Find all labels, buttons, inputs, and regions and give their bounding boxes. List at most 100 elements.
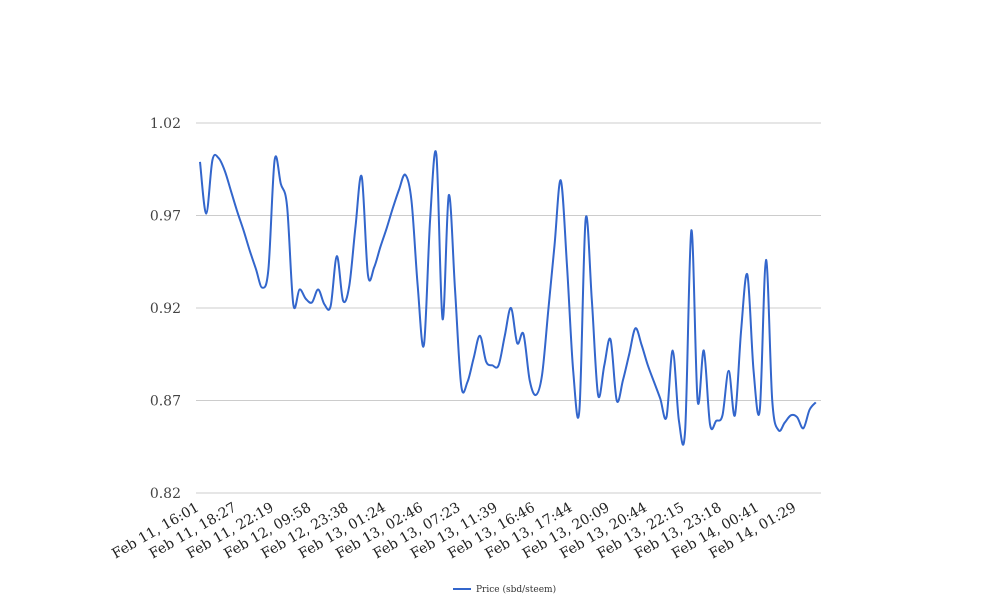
data-point[interactable] xyxy=(744,272,750,278)
data-point[interactable] xyxy=(334,253,340,259)
data-point[interactable] xyxy=(595,392,601,398)
data-point[interactable] xyxy=(620,377,626,383)
data-point[interactable] xyxy=(197,159,203,165)
data-point[interactable] xyxy=(359,174,365,180)
data-point[interactable] xyxy=(583,216,589,222)
data-point[interactable] xyxy=(247,248,253,254)
data-point[interactable] xyxy=(315,287,321,293)
data-point[interactable] xyxy=(726,368,732,374)
data-point[interactable] xyxy=(552,242,558,248)
legend[interactable]: Price (sbd/steem) xyxy=(453,584,556,595)
data-point[interactable] xyxy=(446,192,452,198)
data-point[interactable] xyxy=(471,355,477,361)
data-point[interactable] xyxy=(701,348,707,354)
data-point[interactable] xyxy=(483,359,489,365)
data-point[interactable] xyxy=(222,168,228,174)
data-point[interactable] xyxy=(645,362,651,368)
data-point[interactable] xyxy=(576,407,582,413)
data-point[interactable] xyxy=(408,198,414,204)
data-point[interactable] xyxy=(651,379,657,385)
data-point[interactable] xyxy=(807,407,813,413)
data-point[interactable] xyxy=(713,418,719,424)
data-point[interactable] xyxy=(533,392,539,398)
data-point[interactable] xyxy=(775,427,781,433)
data-point[interactable] xyxy=(751,368,757,374)
data-point[interactable] xyxy=(477,333,483,339)
data-point[interactable] xyxy=(377,244,383,250)
data-point[interactable] xyxy=(365,272,371,278)
data-point[interactable] xyxy=(253,266,259,272)
data-point[interactable] xyxy=(508,305,514,311)
data-point[interactable] xyxy=(589,298,595,304)
data-point[interactable] xyxy=(309,299,315,305)
data-point[interactable] xyxy=(502,333,508,339)
data-point[interactable] xyxy=(601,362,607,368)
data-point[interactable] xyxy=(415,283,421,289)
data-point[interactable] xyxy=(545,307,551,313)
data-point[interactable] xyxy=(427,216,433,222)
data-point[interactable] xyxy=(763,257,769,263)
data-point[interactable] xyxy=(558,177,564,183)
data-point[interactable] xyxy=(272,157,278,163)
data-point[interactable] xyxy=(328,303,334,309)
data-point[interactable] xyxy=(353,224,359,230)
data-point[interactable] xyxy=(632,325,638,331)
data-point[interactable] xyxy=(440,316,446,322)
data-point[interactable] xyxy=(570,368,576,374)
data-point[interactable] xyxy=(290,301,296,307)
data-point[interactable] xyxy=(608,336,614,342)
data-point[interactable] xyxy=(396,187,402,193)
data-point[interactable] xyxy=(464,379,470,385)
data-point[interactable] xyxy=(527,377,533,383)
data-point[interactable] xyxy=(657,396,663,402)
data-point[interactable] xyxy=(682,427,688,433)
data-point[interactable] xyxy=(452,287,458,293)
data-point[interactable] xyxy=(209,157,215,163)
data-point[interactable] xyxy=(402,172,408,178)
data-point[interactable] xyxy=(228,188,234,194)
data-point[interactable] xyxy=(234,209,240,215)
data-point[interactable] xyxy=(458,383,464,389)
data-point[interactable] xyxy=(259,285,265,291)
data-point[interactable] xyxy=(496,362,502,368)
data-point[interactable] xyxy=(676,418,682,424)
data-point[interactable] xyxy=(732,412,738,418)
data-point[interactable] xyxy=(265,266,271,272)
data-point[interactable] xyxy=(514,340,520,346)
data-point[interactable] xyxy=(626,351,632,357)
data-point[interactable] xyxy=(371,264,377,270)
data-point[interactable] xyxy=(664,414,670,420)
data-point[interactable] xyxy=(321,301,327,307)
data-point[interactable] xyxy=(788,412,794,418)
data-point[interactable] xyxy=(757,407,763,413)
data-point[interactable] xyxy=(203,211,209,217)
data-point[interactable] xyxy=(670,348,676,354)
data-point[interactable] xyxy=(794,414,800,420)
data-point[interactable] xyxy=(738,327,744,333)
data-point[interactable] xyxy=(769,398,775,404)
data-point[interactable] xyxy=(390,205,396,211)
data-point[interactable] xyxy=(695,398,701,404)
data-point[interactable] xyxy=(433,151,439,157)
data-point[interactable] xyxy=(384,225,390,231)
data-point[interactable] xyxy=(489,362,495,368)
data-point[interactable] xyxy=(241,227,247,233)
data-point[interactable] xyxy=(303,296,309,302)
data-point[interactable] xyxy=(520,331,526,337)
data-point[interactable] xyxy=(782,420,788,426)
data-point[interactable] xyxy=(340,298,346,304)
data-point[interactable] xyxy=(813,399,819,405)
data-point[interactable] xyxy=(719,412,725,418)
data-point[interactable] xyxy=(346,283,352,289)
data-point[interactable] xyxy=(800,425,806,431)
data-point[interactable] xyxy=(539,372,545,378)
data-point[interactable] xyxy=(278,181,284,187)
data-point[interactable] xyxy=(564,262,570,268)
data-point[interactable] xyxy=(639,342,645,348)
data-point[interactable] xyxy=(688,227,694,233)
data-point[interactable] xyxy=(284,203,290,209)
data-point[interactable] xyxy=(297,287,303,293)
data-point[interactable] xyxy=(614,398,620,404)
data-point[interactable] xyxy=(421,342,427,348)
data-point[interactable] xyxy=(707,422,713,428)
